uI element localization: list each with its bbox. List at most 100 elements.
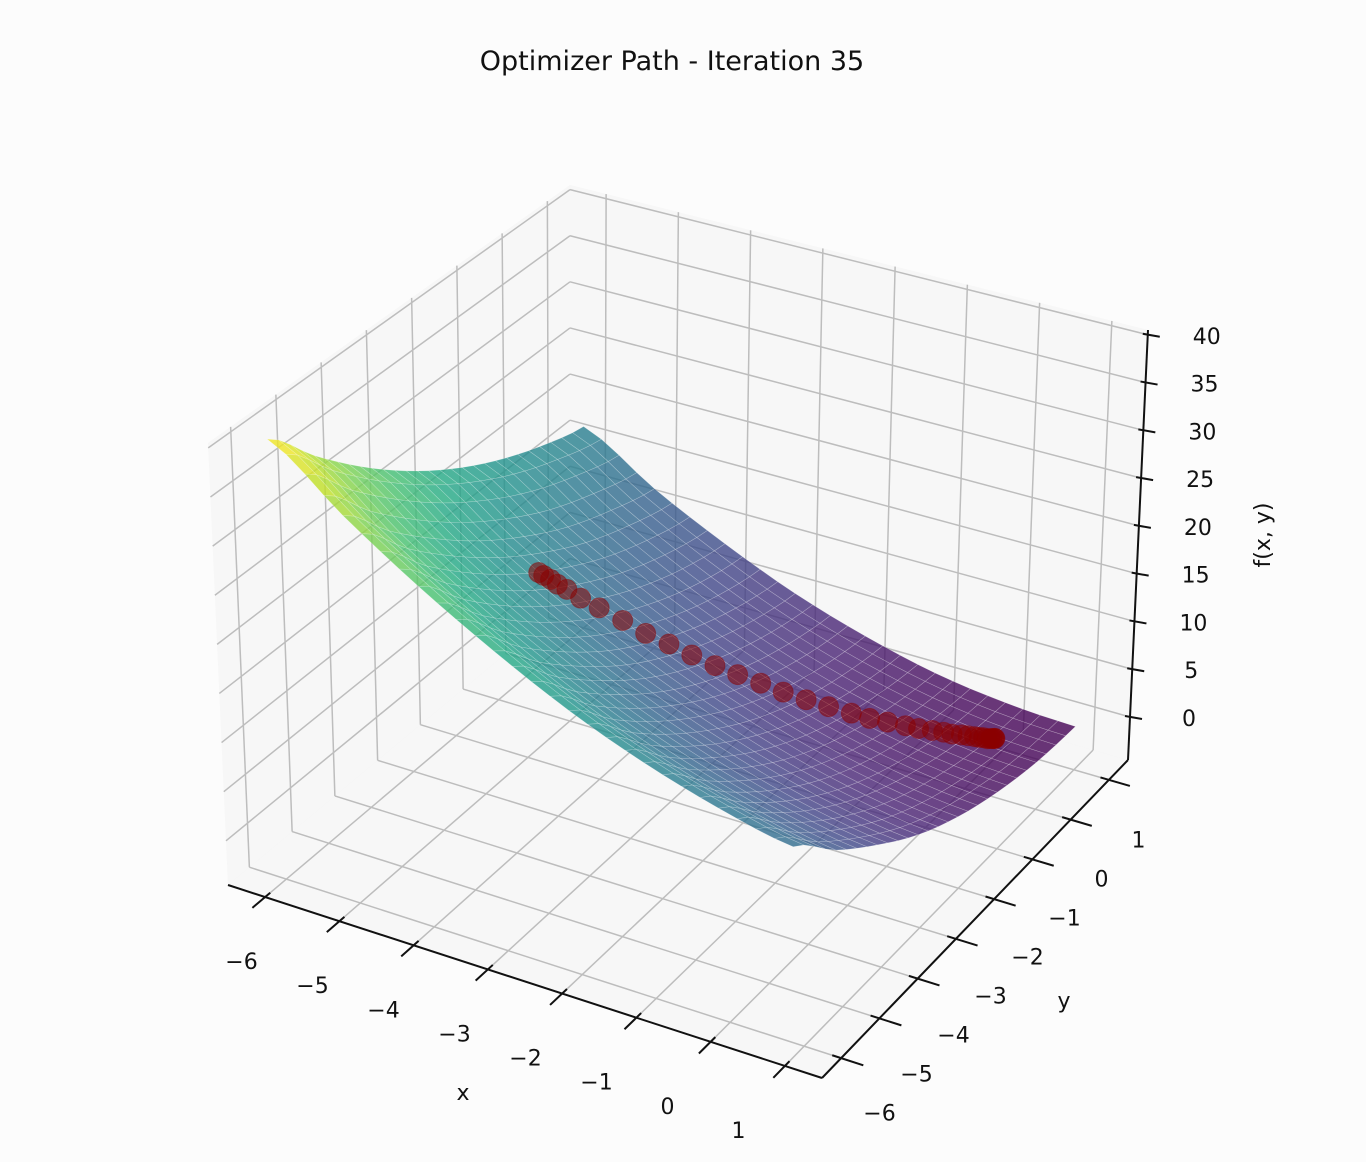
optimizer-path [528, 562, 1006, 750]
x-tick-mark [326, 916, 346, 933]
path-point [681, 644, 703, 666]
path-point [795, 689, 817, 711]
x-tick-mark [549, 988, 568, 1006]
path-point [983, 728, 1005, 750]
floor-gridline-x [784, 749, 1094, 1067]
y-tick-label: −2 [1011, 946, 1043, 971]
path-point [921, 719, 943, 741]
x-tick-label: 1 [732, 1119, 746, 1144]
path-point [727, 664, 749, 686]
x-tick-mark [623, 1012, 642, 1030]
y-tick-mark [946, 935, 978, 947]
path-point [704, 655, 726, 677]
back-gridline-z [569, 465, 1135, 623]
floor-gridline-y [377, 759, 957, 940]
y-axis-label: y [1057, 989, 1070, 1014]
left-gridline-z [210, 235, 571, 498]
x-tick-mark [474, 964, 494, 982]
surface-facet [773, 836, 805, 848]
surface-facet [1008, 756, 1038, 771]
x-axis-label: x [456, 1081, 469, 1106]
surface-facet [1037, 729, 1067, 746]
back-gridline-z [569, 281, 1144, 432]
x-tick-label: −6 [225, 950, 257, 975]
z-tick-label: 35 [1191, 373, 1219, 398]
surface-facet [888, 827, 919, 839]
surface-facet [868, 832, 899, 844]
z-axis-line [1127, 329, 1149, 761]
y-tick-mark [908, 974, 940, 987]
surface-facet [817, 841, 847, 851]
z-tick-mark [1127, 667, 1145, 673]
z-tick-mark [1135, 476, 1154, 482]
path-point [859, 707, 881, 729]
left-gridline-y [275, 394, 293, 832]
surface-facet [959, 792, 989, 806]
z-tick-mark [1129, 619, 1147, 625]
x-tick-mark [251, 891, 271, 909]
y-tick-mark [831, 1054, 864, 1067]
y-tick-label: −5 [900, 1063, 932, 1088]
left-gridline-z [214, 327, 571, 596]
path-point [528, 562, 550, 584]
back-gridline-z [569, 373, 1140, 527]
back-gridline-x [813, 248, 824, 671]
left-gridline-y [229, 426, 251, 868]
surface-facet [1027, 738, 1057, 755]
back-gridline-z [569, 188, 1148, 336]
surface-facet [827, 840, 858, 850]
x-tick-label: −3 [438, 1022, 470, 1047]
x-axis-line [227, 884, 823, 1079]
back-gridline-z [569, 419, 1137, 575]
z-tick-label: 20 [1184, 516, 1212, 541]
z-tick-label: 5 [1184, 659, 1198, 684]
left-gridline-y [320, 362, 336, 796]
floor-gridline-y [420, 723, 995, 900]
z-tick-label: 10 [1179, 611, 1207, 636]
path-point [612, 609, 634, 631]
z-tick-label: 25 [1186, 468, 1214, 493]
left-gridline-z [212, 281, 571, 547]
z-tick-mark [1138, 428, 1156, 434]
path-point [635, 622, 657, 644]
y-tick-mark [985, 895, 1016, 907]
z-tick-mark [1124, 715, 1143, 720]
path-point [750, 672, 772, 694]
y-tick-label: 1 [1132, 829, 1146, 854]
z-tick-mark [1131, 571, 1149, 577]
y-tick-mark [870, 1014, 902, 1027]
z-axis-label: f(x, y) [1251, 503, 1276, 568]
z-tick-label: 30 [1188, 420, 1216, 445]
floor-gridline-y [291, 830, 880, 1020]
surface-facet [858, 835, 889, 846]
floor-gridline-y [334, 795, 918, 980]
z-tick-mark [1133, 523, 1152, 529]
surface-facet [968, 785, 998, 800]
x-tick-label: −1 [580, 1071, 612, 1096]
back-gridline-x [1092, 320, 1113, 751]
x-tick-label: −2 [509, 1047, 541, 1072]
z-tick-label: 0 [1182, 707, 1196, 732]
y-tick-label: 0 [1095, 868, 1109, 893]
x-tick-label: −4 [367, 998, 399, 1023]
back-gridline-x [883, 266, 896, 691]
path-point [818, 696, 840, 718]
surface-facet [899, 823, 929, 836]
y-axis-line [821, 759, 1129, 1079]
back-gridline-x [952, 284, 969, 711]
y-tick-mark [1100, 776, 1131, 787]
z-tick-mark [1140, 380, 1158, 386]
back-gridline-z [569, 234, 1146, 384]
surface [266, 426, 1076, 851]
x-tick-label: −5 [296, 974, 328, 999]
x-tick-mark [698, 1036, 717, 1055]
floor-gridline-y [249, 866, 842, 1059]
path-point [840, 702, 862, 724]
surface-facet [878, 830, 909, 842]
path-point [894, 715, 916, 737]
back-gridline-z [569, 327, 1142, 479]
chart-title: Optimizer Path - Iteration 35 [479, 46, 865, 77]
y-tick-mark [1061, 816, 1093, 827]
path-point [658, 633, 680, 655]
y-tick-label: −3 [974, 985, 1006, 1010]
